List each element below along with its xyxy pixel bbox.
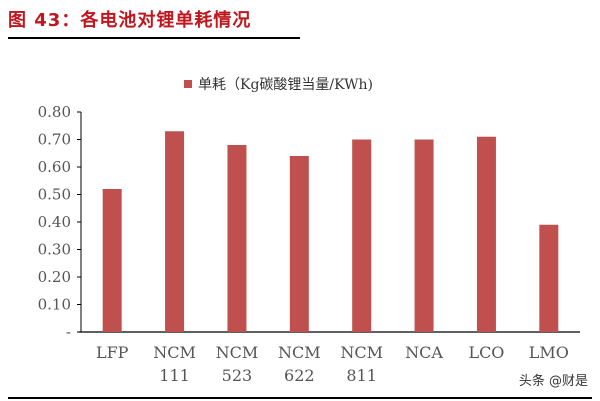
x-tick-label: NCM — [216, 343, 259, 362]
y-tick-label: 0.10 — [38, 296, 71, 314]
x-tick-label: LMO — [529, 343, 569, 362]
bar-nca — [414, 139, 434, 332]
bar-lmo — [539, 224, 559, 332]
x-tick-label: NCM — [278, 343, 321, 362]
watermark: 头条 @财是 — [518, 374, 588, 389]
bar-ncm-523 — [227, 145, 247, 332]
y-tick-label: 0.70 — [38, 131, 71, 149]
x-tick-label: 622 — [284, 366, 315, 385]
y-tick-label: 0.30 — [38, 241, 71, 259]
y-tick-label: 0.40 — [38, 213, 71, 231]
y-tick-label: 0.60 — [38, 158, 71, 176]
x-tick-label: NCM — [153, 343, 196, 362]
x-tick-label: 523 — [222, 366, 253, 385]
x-tick-label: LFP — [96, 343, 129, 362]
legend-swatch — [184, 80, 192, 88]
legend-label: 单耗（Kg碳酸锂当量/KWh) — [198, 77, 373, 93]
bar-lco — [476, 136, 496, 332]
x-tick-label: 111 — [159, 366, 190, 385]
x-tick-label: NCM — [340, 343, 383, 362]
bar-ncm-622 — [289, 156, 309, 332]
figure-title: 图 43：各电池对锂单耗情况 — [8, 10, 252, 31]
title-divider — [8, 37, 300, 39]
y-tick-label: 0.80 — [38, 103, 71, 121]
y-tick-label: - — [66, 323, 71, 341]
x-tick-label: NCA — [405, 343, 443, 362]
x-tick-label: 811 — [346, 366, 377, 385]
bottom-divider — [8, 397, 592, 399]
bar-ncm-811 — [352, 139, 372, 332]
x-tick-label: LCO — [468, 343, 504, 362]
bar-ncm-111 — [165, 131, 185, 332]
y-tick-label: 0.50 — [38, 186, 71, 204]
y-tick-label: 0.20 — [38, 268, 71, 286]
bar-lfp — [102, 189, 122, 332]
